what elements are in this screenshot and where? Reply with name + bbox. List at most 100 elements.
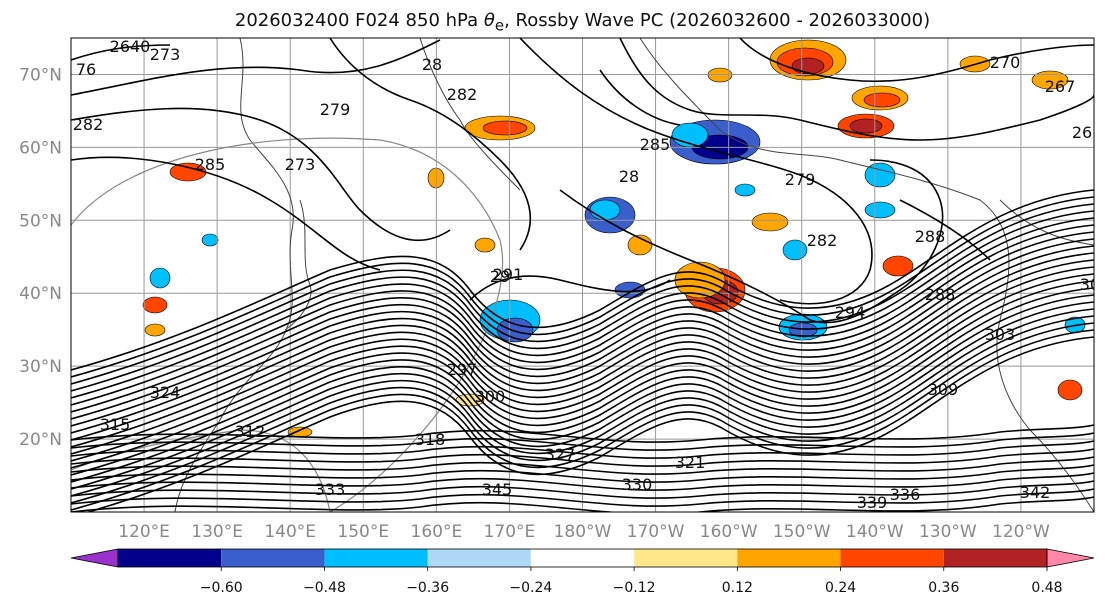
pc-anomaly-patch [791,57,825,75]
contour-value-label: 333 [315,480,346,499]
pc-anomaly-patch [474,237,496,253]
contour-value-label: 291 [493,265,524,284]
theta-e-contour-line [71,217,1094,399]
contour-value-label: 297 [447,360,478,379]
contour-value-label: 318 [415,430,446,449]
contour-value-label: 342 [1020,483,1051,502]
contour-value-label: 336 [890,485,921,504]
colorbar-tick-label: −0.24 [509,580,552,596]
theta-e-contour-line [71,329,1094,511]
theta-e-contour-line [559,159,944,324]
latitude-label: 40°N [19,284,62,304]
theta-e-contour-line [71,231,1094,413]
theta-e-contour-line [71,424,1094,443]
contour-value-label: 76 [76,60,96,79]
theta-e-contour-line [739,38,1094,83]
contour-value-label: 288 [915,227,946,246]
pc-anomaly-patch [142,296,168,314]
longitude-label: 160°E [411,522,463,542]
theta-e-contour-line [71,440,1094,459]
theta-e-contour-line [71,39,441,96]
contour-value-label: 29 [490,267,510,286]
theta-e-contour-line [71,301,1094,483]
contour-value-label: 294 [835,303,866,322]
longitude-label: 120°W [992,522,1050,542]
colorbar-tick-label: −0.36 [406,580,449,596]
theta-e-contour-line [71,238,1094,420]
contour-value-label: 345 [482,480,513,499]
theta-e-contour-line [71,480,1094,499]
pc-anomaly-patch [627,234,653,256]
theta-e-contour-line [71,472,1094,491]
theta-e-contour-line [71,308,1094,490]
colorbar-bin [530,549,635,567]
pc-anomaly-patch [1031,70,1069,90]
contour-value-label: 285 [640,135,671,154]
contour-value-label: 288 [925,285,956,304]
colorbar-bin [634,549,738,567]
theta-e-contour-line [71,252,1094,434]
contour-value-label: 285 [195,155,226,174]
theta-e-contour-line [71,273,1094,455]
pc-anomaly-patch [751,212,789,232]
pc-anomaly-patch [863,92,901,108]
colorbar-tick-label: −0.48 [303,580,346,596]
colorbar-tick-label: −0.60 [200,580,243,596]
theta-e-contour-line [71,224,1094,406]
map-title: 2026032400 F024 850 hPa θe, Rossby Wave … [0,10,1105,35]
contour-value-label: 303 [985,325,1016,344]
pc-anomaly-patch [707,67,733,83]
colorbar-bin [943,549,1047,567]
contour-value-label: 321 [675,453,706,472]
contour-value-label: 267 [1045,77,1076,96]
pc-anomaly-patch [482,120,528,136]
contour-value-label: 2640 [110,37,151,56]
coastline [999,199,1094,246]
longitude-label: 170°E [484,522,536,542]
theta-e-contour-line [619,38,1094,141]
pc-anomaly-patch [144,323,166,337]
pc-anomaly-patch [287,426,313,438]
colorbar-tick-labels: −0.60 −0.48 −0.36 −0.24 −0.12 0.12 0.24 0.36 0.4… [200,567,1063,596]
contour-value-label: 26 [1072,123,1092,142]
map-border [70,37,1095,513]
latitude-label: 30°N [19,357,62,377]
contour-value-label: 312 [235,422,266,441]
colorbar-tick-label: 0.48 [1031,580,1062,596]
longitude-label: 150°E [337,522,389,542]
contour-value-label: 273 [285,155,316,174]
theta-e-contour-line [71,448,1094,467]
pc-anomaly-patch [149,267,171,289]
latitude-label: 70°N [19,65,62,85]
contour-value-label: 324 [150,383,181,402]
colorbar-outline [117,548,1048,568]
title-theta: θ [483,10,495,31]
theta-e-contour-line [71,196,1094,378]
theta-e-contour-line [71,266,1094,448]
theta-e-contour-line [599,69,681,126]
theta-e-contour-line [71,456,1094,475]
coastline [174,38,294,512]
pc-shading-layer [142,39,1086,438]
theta-e-contour-line [71,294,1094,476]
theta-e-contour-line [71,245,1094,427]
colorbar-tick-label: 0.24 [825,580,856,596]
theta-e-contour-line [71,189,1094,371]
pc-anomaly-patch [201,233,219,247]
contour-value-label: 315 [100,415,131,434]
contour-value-label: 339 [857,493,888,512]
theta-e-contour-line [899,199,991,261]
theta-e-contour-line [71,259,1094,441]
contour-value-label: 309 [928,380,959,399]
contour-value-label: 282 [73,115,104,134]
contour-value-label: 300 [475,387,506,406]
longitude-label: 170°W [627,522,685,542]
longitude-label: 150°W [773,522,831,542]
contour-value-label: 306 [1080,275,1105,294]
theta-e-contour-line [71,488,1094,507]
latitude-label: 60°N [19,138,62,158]
pc-anomaly-patch [734,183,756,197]
theta-e-contour-line [71,280,1094,462]
